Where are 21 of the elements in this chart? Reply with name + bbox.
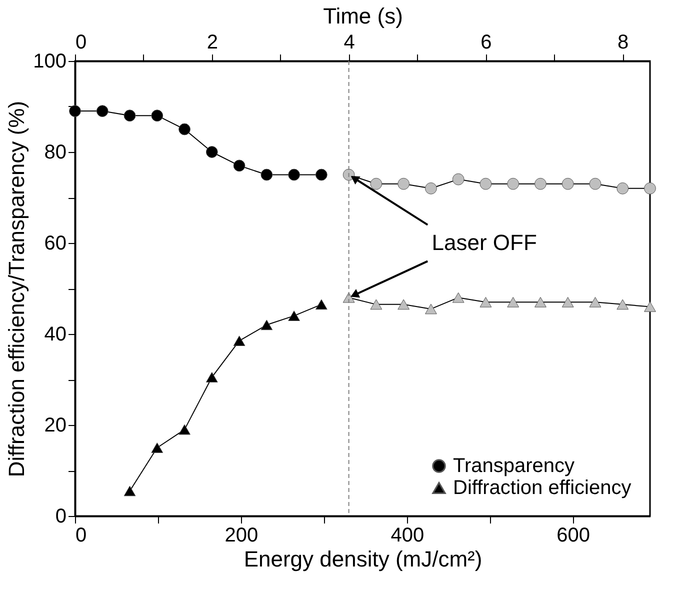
x2-tick-label: 6 — [480, 32, 492, 54]
y-tick-label: 20 — [44, 414, 66, 436]
legend-label: Diffraction efficiency — [453, 477, 632, 499]
y-tick-label: 40 — [44, 324, 66, 346]
legend-label: Transparency — [453, 455, 575, 477]
y-tick-label: 80 — [44, 142, 66, 164]
x-tick-label: 400 — [390, 524, 424, 546]
x-tick-label: 200 — [224, 524, 258, 546]
x2-tick-label: 2 — [206, 32, 218, 54]
x2-axis-title: Time (s) — [323, 4, 403, 28]
y-tick-label: 0 — [55, 506, 66, 528]
annotation: Laser OFF — [432, 230, 537, 255]
x2-tick-label: 4 — [344, 32, 355, 54]
y-axis-title: Diffraction efficiency/Transparency (%) — [4, 100, 30, 478]
y-tick-label: 100 — [33, 50, 66, 72]
x-axis-title: Energy density (mJ/cm²) — [244, 546, 482, 572]
x-tick-label: 600 — [556, 524, 590, 546]
x-tick-label: 0 — [76, 524, 87, 546]
x2-tick-label: 0 — [76, 32, 87, 54]
x2-tick-label: 8 — [618, 32, 629, 54]
y-tick-label: 60 — [44, 232, 66, 254]
